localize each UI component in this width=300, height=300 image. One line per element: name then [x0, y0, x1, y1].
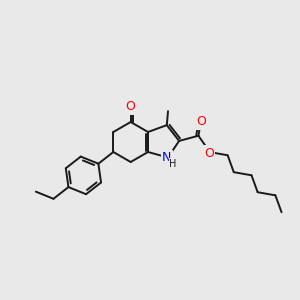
Text: O: O: [204, 147, 214, 160]
Text: H: H: [169, 158, 177, 169]
Text: O: O: [197, 116, 207, 128]
Text: N: N: [162, 151, 172, 164]
Text: O: O: [126, 100, 136, 113]
